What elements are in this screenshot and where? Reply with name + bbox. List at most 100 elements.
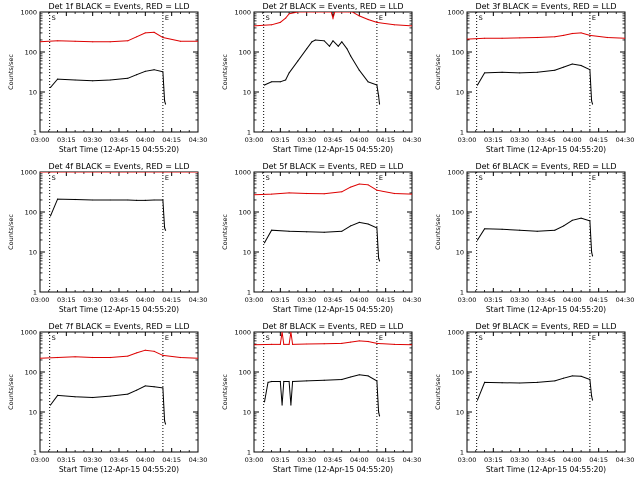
series-lld-point — [92, 41, 94, 43]
x-tick-label: 04:15 — [589, 456, 608, 464]
x-tick-label: 04:15 — [589, 136, 608, 144]
series-lld-point — [501, 37, 503, 39]
series-events-point — [164, 420, 166, 422]
series-events-point — [376, 227, 378, 229]
series-lld-point — [341, 191, 343, 193]
x-tick-label: 04:30 — [616, 456, 635, 464]
plot-frame — [39, 171, 199, 293]
series-lld-point — [153, 350, 155, 352]
time-marker-label: S — [52, 14, 56, 22]
series-events-point — [350, 55, 352, 57]
series-events-line — [477, 217, 593, 257]
series-events-point — [49, 404, 52, 406]
y-tick-label: 10 — [29, 409, 37, 417]
series-lld-point — [179, 40, 181, 42]
series-lld-point — [285, 17, 287, 19]
x-tick-label: 04:30 — [403, 136, 422, 144]
series-lld-point — [484, 37, 486, 39]
y-tick-label: 1000 — [234, 9, 251, 17]
series-lld-point — [127, 40, 129, 42]
y-tick-label: 100 — [25, 49, 37, 57]
series-events-point — [144, 70, 146, 72]
series-events-point — [484, 381, 486, 383]
series-events-point — [109, 79, 111, 81]
series-lld-point — [74, 40, 76, 42]
x-tick-label: 03:00 — [245, 136, 264, 144]
series-lld-point — [376, 189, 378, 191]
y-tick-label: 1 — [460, 289, 464, 297]
panel-det-4: Det 4f BLACK = Events, RED = LLD Counts/s… — [7, 162, 207, 314]
x-tick-label: 03:45 — [324, 456, 343, 464]
x-axis-label: Start Time (12-Apr-15 04:55:20) — [273, 145, 393, 154]
x-tick-label: 03:15 — [57, 456, 76, 464]
series-lld-point — [306, 12, 308, 13]
x-axis-label: Start Time (12-Apr-15 04:55:20) — [486, 465, 606, 474]
time-marker-label: E — [165, 14, 169, 22]
series-lld-point — [341, 12, 343, 13]
series-events-point — [484, 72, 486, 74]
panel-title: Det 5f BLACK = Events, RED = LLD — [262, 162, 403, 171]
x-tick-label: 03:15 — [271, 296, 290, 304]
panel-title: Det 9f BLACK = Events, RED = LLD — [475, 322, 616, 331]
x-tick-label: 03:30 — [297, 296, 316, 304]
x-tick-label: 04:30 — [616, 136, 635, 144]
series-lld-point — [144, 349, 146, 351]
series-events-point — [563, 66, 565, 68]
series-lld-point — [411, 193, 412, 195]
series-lld-point — [74, 172, 76, 173]
series-events-point — [536, 71, 538, 73]
series-events-point — [92, 396, 94, 399]
y-axis-label: Counts/sec — [7, 374, 15, 410]
series-events-point — [306, 231, 308, 233]
series-lld-point — [351, 12, 353, 13]
time-marker-label: S — [479, 174, 483, 182]
x-tick-label: 04:30 — [616, 296, 635, 304]
x-tick-label: 04:15 — [589, 296, 608, 304]
y-axis-label: Counts/sec — [434, 374, 442, 410]
series-lld-point — [323, 12, 325, 13]
series-lld-point — [606, 36, 609, 39]
y-tick-label: 1 — [33, 289, 37, 297]
x-tick-label: 03:15 — [484, 136, 503, 144]
series-events-point — [267, 381, 269, 383]
series-events-point — [378, 257, 380, 259]
x-tick-label: 04:15 — [376, 296, 395, 304]
series-events-point — [288, 380, 290, 383]
series-lld-point — [306, 192, 308, 195]
series-lld-point — [74, 356, 76, 358]
series-events-point — [57, 198, 59, 200]
series-lld-point — [92, 172, 94, 173]
series-lld-point — [467, 38, 468, 40]
x-tick-label: 04:30 — [189, 296, 208, 304]
series-lld-point — [57, 40, 59, 42]
x-tick-label: 04:15 — [162, 296, 181, 304]
series-lld-point — [92, 356, 94, 359]
series-lld-point — [334, 12, 336, 13]
series-events-point — [367, 375, 369, 377]
x-tick-label: 03:15 — [271, 136, 290, 144]
panel-title: Det 8f BLACK = Events, RED = LLD — [262, 322, 403, 331]
y-tick-label: 1 — [247, 289, 251, 297]
series-lld-point — [40, 172, 41, 173]
series-events-point — [314, 39, 316, 41]
y-tick-label: 1 — [460, 129, 464, 137]
series-events-point — [358, 221, 360, 223]
series-events-point — [501, 382, 503, 384]
x-tick-label: 03:45 — [324, 296, 343, 304]
series-events-point — [164, 103, 167, 105]
series-events-point — [591, 395, 593, 397]
panel-title: Det 3f BLACK = Events, RED = LLD — [475, 2, 616, 11]
series-events-point — [306, 48, 308, 50]
x-axis-label: Start Time (12-Apr-15 04:55:20) — [273, 465, 393, 474]
time-marker-label: S — [52, 174, 56, 182]
x-tick-label: 04:15 — [376, 456, 395, 464]
series-events-point — [378, 415, 381, 417]
y-axis-label: Counts/sec — [434, 214, 442, 250]
x-tick-label: 03:45 — [537, 456, 556, 464]
x-tick-label: 03:00 — [245, 296, 264, 304]
x-tick-label: 03:30 — [510, 136, 529, 144]
x-tick-label: 04:30 — [403, 296, 422, 304]
time-marker-label: S — [266, 174, 270, 182]
y-axis-label: Counts/sec — [434, 54, 442, 90]
